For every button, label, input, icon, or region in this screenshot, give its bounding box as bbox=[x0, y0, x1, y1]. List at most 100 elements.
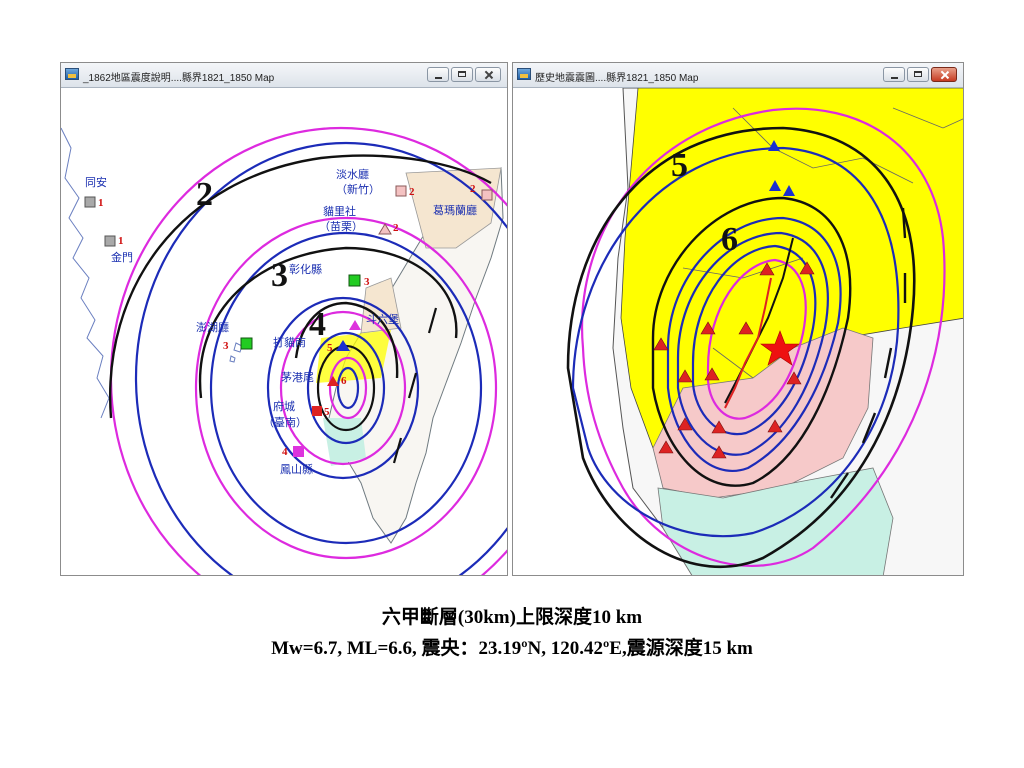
intensity-marker-triangle bbox=[378, 223, 392, 235]
intensity-marker-square bbox=[104, 235, 116, 247]
svg-text:2: 2 bbox=[393, 222, 399, 234]
isoseismal-label-4: 4 bbox=[309, 306, 326, 343]
contour-black-3 bbox=[198, 246, 458, 399]
contour-blue-2 bbox=[209, 231, 483, 545]
minimize-button[interactable] bbox=[883, 67, 905, 82]
taiwan-island bbox=[328, 167, 504, 544]
window-titlebar-right[interactable]: 歷史地震震圖....縣界1821_1850 Map bbox=[513, 63, 963, 88]
place-kavalan: 2 葛瑪蘭廳 bbox=[433, 183, 493, 217]
damage-site-triangle bbox=[653, 337, 669, 351]
epicenter-star bbox=[760, 330, 800, 366]
svg-text:淡水廳: 淡水廳 bbox=[336, 167, 369, 181]
svg-text:5: 5 bbox=[324, 406, 330, 418]
map-app-icon bbox=[65, 68, 79, 80]
map-window-right[interactable]: 歷史地震震圖....縣界1821_1850 Map bbox=[512, 62, 964, 576]
svg-text:1: 1 bbox=[98, 197, 104, 209]
contour-magenta-2 bbox=[194, 216, 498, 560]
svg-text:金門: 金門 bbox=[111, 250, 133, 264]
damage-site-triangle bbox=[677, 369, 693, 383]
intensity-marker-triangle bbox=[336, 340, 350, 351]
svg-text:斗六堡: 斗六堡 bbox=[366, 312, 399, 326]
place-douliu: 斗六堡 bbox=[349, 312, 399, 330]
liujia-fault-trace bbox=[724, 277, 772, 409]
damage-site-triangle bbox=[711, 445, 727, 459]
map-canvas-right[interactable]: 5 6 bbox=[513, 88, 963, 575]
place-dagaonan: 打貓南 5 bbox=[273, 335, 350, 354]
svg-text:6: 6 bbox=[341, 375, 347, 387]
window-title-right: 歷史地震震圖....縣界1821_1850 Map bbox=[535, 73, 699, 84]
svg-text:（苗栗）: （苗栗） bbox=[319, 220, 363, 233]
fault-line-black bbox=[724, 237, 794, 404]
felt-site-triangle-blue bbox=[768, 140, 780, 151]
close-button[interactable] bbox=[475, 67, 501, 82]
felt-site-triangle-blue bbox=[769, 180, 781, 191]
contour-black-4 bbox=[294, 301, 399, 379]
isoseismal-map-left: 2 3 4 同安 1 1 金門 淡水廳 （新竹） 2 2 bbox=[61, 126, 507, 575]
damage-site-triangle bbox=[738, 321, 754, 335]
place-tamsui: 淡水廳 （新竹） 2 bbox=[336, 167, 415, 198]
contour-blue-4 bbox=[306, 331, 386, 445]
map-window-left[interactable]: _1862地區震度說明....縣界1821_1850 Map bbox=[60, 62, 508, 576]
place-maogangwei: 茅港尾 6 bbox=[281, 371, 347, 387]
place-kinmen: 1 金門 bbox=[104, 235, 133, 264]
intensity-marker-square bbox=[348, 274, 361, 287]
svg-text:葛瑪蘭廳: 葛瑪蘭廳 bbox=[433, 203, 477, 217]
felt-site-triangle-blue bbox=[783, 185, 795, 196]
isoseismal-label-5: 5 bbox=[671, 147, 688, 184]
contour-black-5 bbox=[566, 126, 916, 569]
contour-magenta-outer bbox=[580, 107, 946, 568]
svg-text:茅港尾: 茅港尾 bbox=[281, 371, 314, 384]
intensity-marker-triangle bbox=[327, 376, 339, 386]
minimize-button[interactable] bbox=[427, 67, 449, 82]
place-changhua: 彰化縣 3 bbox=[289, 262, 370, 288]
contour-dashed-east bbox=[392, 307, 438, 464]
isoseismal-label-2: 2 bbox=[196, 176, 213, 213]
damage-site-triangle bbox=[786, 371, 802, 385]
isoseismal-label-6: 6 bbox=[721, 221, 738, 258]
window-title-left: _1862地區震度說明....縣界1821_1850 Map bbox=[83, 73, 275, 84]
intensity-marker-square bbox=[84, 196, 96, 208]
zone-north bbox=[405, 167, 502, 249]
place-penghu: 澎湖廳 3 bbox=[196, 320, 253, 352]
map-canvas-left[interactable]: 2 3 4 同安 1 1 金門 淡水廳 （新竹） 2 2 bbox=[61, 88, 507, 575]
contour-blue-outer bbox=[571, 146, 900, 538]
svg-text:打貓南: 打貓南 bbox=[273, 335, 306, 349]
maximize-button[interactable] bbox=[907, 67, 929, 82]
contour-blue-3 bbox=[266, 296, 420, 480]
svg-text:澎湖廳: 澎湖廳 bbox=[196, 320, 229, 334]
intensity-marker-square bbox=[312, 406, 322, 416]
penghu-islands bbox=[229, 342, 243, 363]
maximize-button[interactable] bbox=[451, 67, 473, 82]
window-titlebar-left[interactable]: _1862地區震度說明....縣界1821_1850 Map bbox=[61, 63, 507, 88]
svg-text:（新竹）: （新竹） bbox=[336, 182, 380, 196]
place-fucheng: 府城 （臺南） 5 bbox=[263, 399, 330, 429]
damage-site-triangle bbox=[767, 419, 783, 433]
svg-text:3: 3 bbox=[223, 340, 229, 352]
close-button[interactable] bbox=[931, 67, 957, 82]
damage-site-triangle bbox=[658, 440, 674, 454]
isoseismal-label-3: 3 bbox=[271, 257, 288, 294]
intensity-marker-square bbox=[481, 189, 493, 201]
damage-site-triangle bbox=[711, 420, 727, 434]
contour-black-6 bbox=[651, 196, 852, 487]
svg-text:1: 1 bbox=[118, 235, 124, 247]
contour-magenta-3 bbox=[279, 310, 407, 466]
intensity-marker-triangle bbox=[349, 320, 361, 330]
contour-magenta-4 bbox=[328, 356, 368, 420]
contour-blue-6a bbox=[666, 216, 842, 472]
intensity-marker-square bbox=[240, 337, 253, 350]
place-tongan: 同安 1 bbox=[84, 175, 107, 209]
contour-blue-5 bbox=[336, 366, 360, 410]
svg-text:4: 4 bbox=[282, 446, 288, 458]
contour-black-2 bbox=[108, 154, 492, 419]
contour-magenta-inner bbox=[706, 258, 807, 420]
svg-text:府城: 府城 bbox=[273, 399, 295, 413]
isoseismal-map-right: 5 6 bbox=[566, 88, 963, 575]
svg-text:2: 2 bbox=[470, 183, 476, 195]
damage-site-triangle bbox=[799, 261, 815, 275]
china-coastline bbox=[61, 127, 110, 419]
svg-text:貓里社: 貓里社 bbox=[323, 204, 356, 218]
svg-text:鳳山縣: 鳳山縣 bbox=[280, 463, 313, 476]
damage-site-triangle bbox=[700, 321, 716, 335]
intensity-marker-square bbox=[293, 446, 304, 457]
